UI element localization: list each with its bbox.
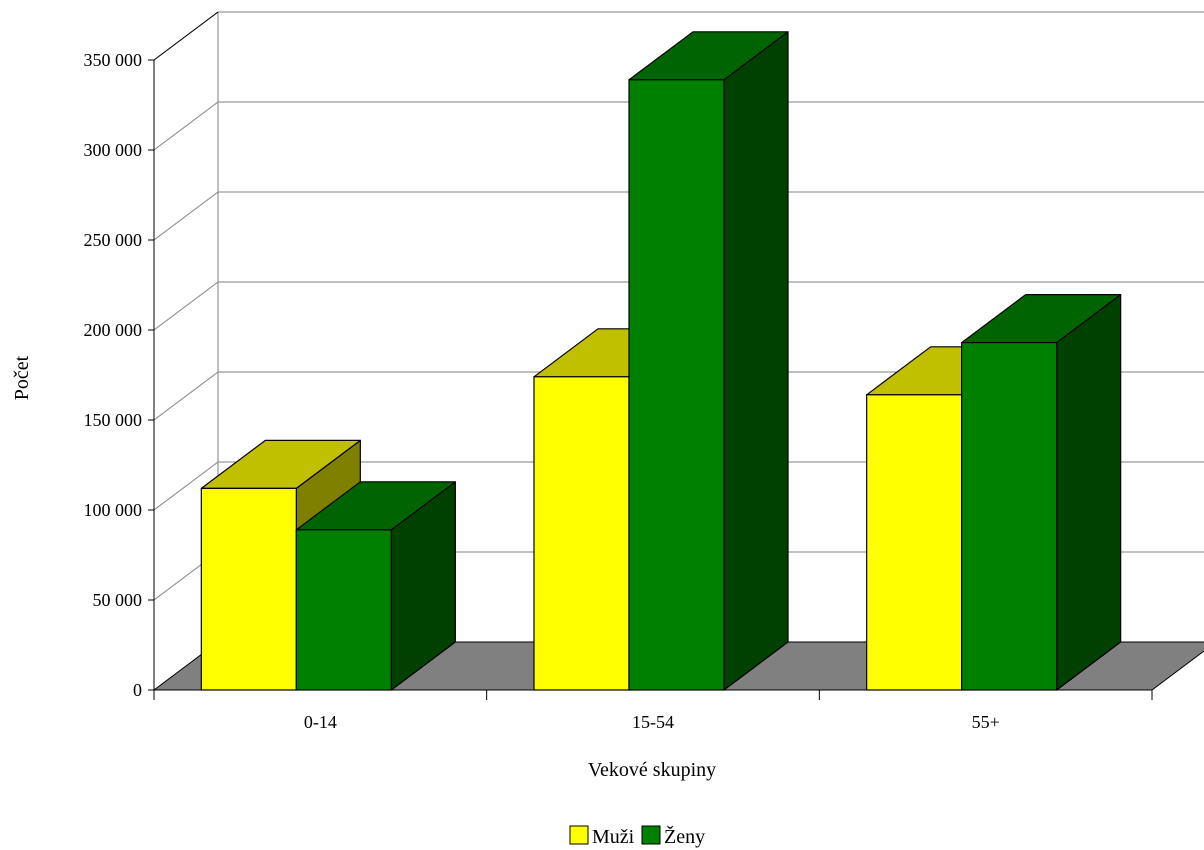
- bar: [533, 376, 630, 691]
- gridline-side: [153, 101, 219, 151]
- bar-side: [1056, 294, 1122, 691]
- bar: [628, 79, 725, 691]
- y-axis: 0 50 000 100 000 150 000 200 000 250 000 300 0…: [84, 11, 219, 700]
- bar: [961, 342, 1058, 691]
- gridline-side: [153, 191, 219, 241]
- bar: [866, 394, 963, 691]
- y-tick-label: 150 000: [84, 410, 143, 430]
- gridline-side: [153, 281, 219, 331]
- x-tick-label: 0-14: [304, 712, 337, 732]
- x-tick-label: 15-54: [632, 712, 674, 732]
- gridline-side: [153, 461, 219, 511]
- gridline-side: [153, 371, 219, 421]
- legend-label: Ženy: [664, 825, 705, 848]
- bar: [295, 529, 392, 691]
- y-tick-label: 100 000: [84, 500, 143, 520]
- x-axis-title: Vekové skupiny: [588, 759, 716, 781]
- y-tick-label: 200 000: [84, 320, 143, 340]
- bar-55+-Ženy: [961, 294, 1122, 691]
- legend: Muži Ženy: [569, 825, 705, 848]
- y-tick-label: 300 000: [84, 140, 143, 160]
- bar: [200, 487, 297, 691]
- legend-swatch: [641, 825, 661, 845]
- legend-swatch: [569, 825, 589, 845]
- y-axis-top-edge: [153, 11, 219, 61]
- x-tick-label: 55+: [972, 712, 1000, 732]
- bar-15-54-Ženy: [628, 31, 789, 691]
- y-tick-label: 50 000: [93, 590, 143, 610]
- x-axis: 0-14 15-54 55+: [153, 689, 1153, 732]
- legend-label: Muži: [592, 826, 635, 848]
- y-tick-label: 0: [133, 680, 142, 700]
- bar-side: [723, 31, 789, 691]
- bar-0-14-Ženy: [295, 481, 456, 691]
- y-tick-label: 350 000: [84, 50, 143, 70]
- legend-item-Ženy: Ženy: [641, 825, 705, 848]
- legend-item-Muži: Muži: [569, 825, 635, 848]
- y-axis-title: Počet: [11, 355, 33, 400]
- y-tick-label: 250 000: [84, 230, 143, 250]
- bars: [200, 31, 1122, 691]
